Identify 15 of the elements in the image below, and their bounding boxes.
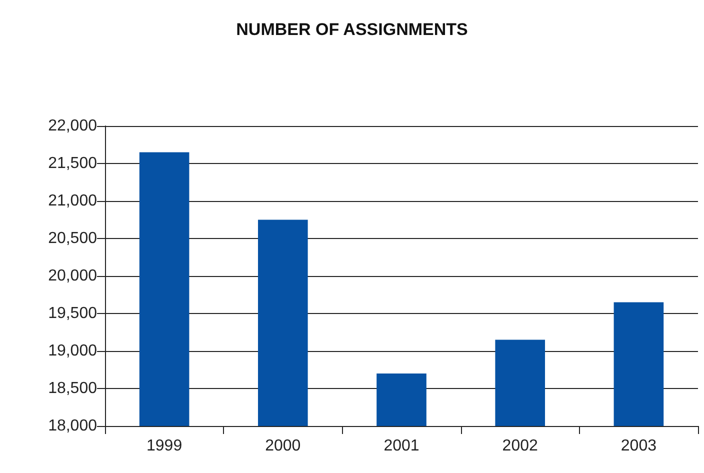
y-tick-label: 21,500 (48, 155, 98, 172)
y-tick-label: 21,000 (48, 192, 98, 210)
x-tick-label: 2003 (620, 438, 657, 454)
y-tick-label: 19,000 (48, 342, 98, 360)
y-tick-label: 18,000 (48, 418, 98, 434)
y-tick-label: 22,000 (48, 118, 98, 134)
x-tick-label: 2002 (502, 438, 538, 454)
x-tick-label: 2000 (265, 438, 301, 454)
y-tick-label: 20,500 (48, 230, 98, 247)
y-tick-label: 18,500 (48, 380, 98, 397)
chart-title: NUMBER OF ASSIGNMENTS (236, 20, 468, 39)
y-tick-label: 19,500 (48, 305, 98, 322)
x-tick-label: 1999 (146, 438, 182, 454)
y-tick-label: 20,000 (48, 268, 98, 284)
x-tick-label: 2001 (384, 438, 420, 454)
